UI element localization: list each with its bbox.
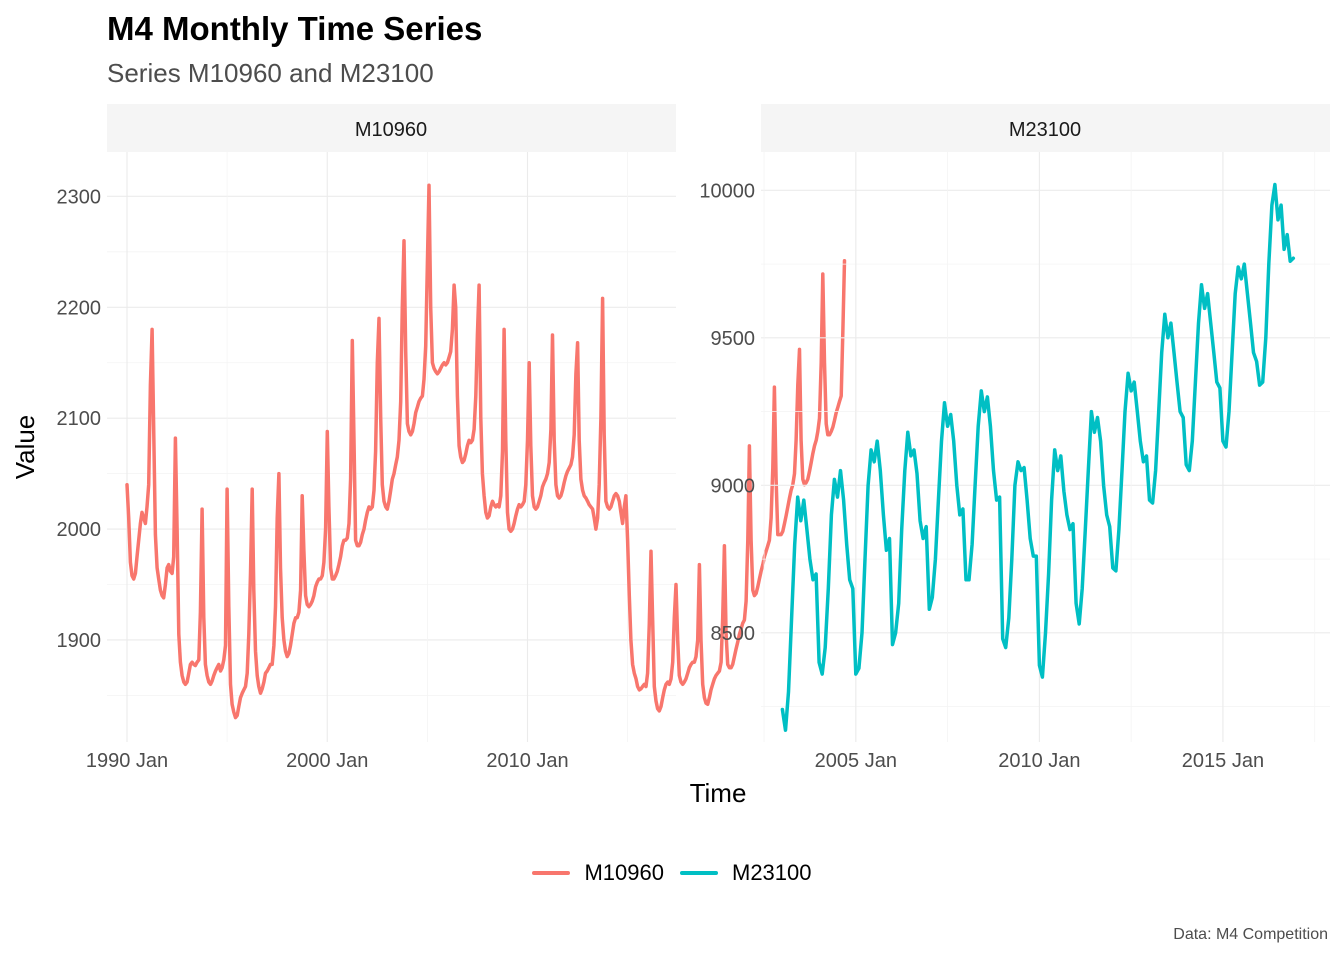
facet-label-m10960: M10960	[355, 119, 427, 141]
y-tick-label: 2300	[57, 186, 102, 208]
series-line-m10960	[125, 183, 847, 720]
x-tick-label: 2000 Jan	[286, 750, 368, 772]
panel-m10960: M10960 1900 2000 2100 2200 2300 1990 Jan 2000…	[57, 104, 847, 772]
legend-item-m23100: M23100	[680, 860, 812, 886]
legend-label-m23100: M23100	[732, 860, 812, 885]
chart-title: M4 Monthly Time Series	[107, 10, 483, 47]
x-tick-label: 1990 Jan	[86, 750, 168, 772]
y-tick-label: 2200	[57, 297, 102, 319]
x-tick-label: 2010 Jan	[486, 750, 568, 772]
y-tick-labels-m10960: 1900 2000 2100 2200 2300	[57, 186, 102, 652]
x-tick-label: 2015 Jan	[1182, 750, 1264, 772]
series-line-m23100	[780, 182, 1296, 732]
x-tick-label: 2005 Jan	[815, 750, 897, 772]
y-axis-title: Value	[10, 415, 40, 480]
y-tick-label: 9000	[711, 475, 756, 497]
y-tick-labels-m23100: 8500 9000 9500 10000	[699, 180, 755, 644]
panel-m23100: M23100 8500 9000 9500 10000 2005 Jan 2010 Ja…	[699, 104, 1330, 772]
x-tick-label: 2010 Jan	[998, 750, 1080, 772]
x-axis-title: Time	[690, 778, 747, 808]
x-tick-labels-m23100: 2005 Jan 2010 Jan 2015 Jan	[815, 750, 1264, 772]
facet-label-m23100: M23100	[1009, 119, 1081, 141]
chart-caption: Data: M4 Competition	[1173, 926, 1328, 943]
legend-item-m10960: M10960	[532, 860, 664, 886]
y-tick-label: 10000	[699, 180, 755, 202]
chart-subtitle: Series M10960 and M23100	[107, 58, 434, 88]
facet-strip-m10960	[107, 104, 676, 152]
legend-key-m10960	[532, 871, 571, 875]
y-tick-label: 2000	[57, 519, 102, 541]
legend-label-m10960: M10960	[584, 860, 664, 885]
grid-m10960	[107, 152, 676, 742]
legend-key-m23100	[680, 871, 718, 875]
y-tick-label: 8500	[711, 623, 756, 645]
legend: M10960 M23100	[0, 860, 1344, 886]
y-tick-label: 1900	[57, 630, 102, 652]
faceted-line-chart: M10960 1900 2000 2100 2200 2300 1990 Jan 2000…	[10, 104, 1330, 808]
x-tick-labels-m10960: 1990 Jan 2000 Jan 2010 Jan	[86, 750, 569, 772]
y-tick-label: 2100	[57, 408, 102, 430]
facet-strip-m23100	[761, 104, 1330, 152]
y-tick-label: 9500	[711, 328, 756, 350]
